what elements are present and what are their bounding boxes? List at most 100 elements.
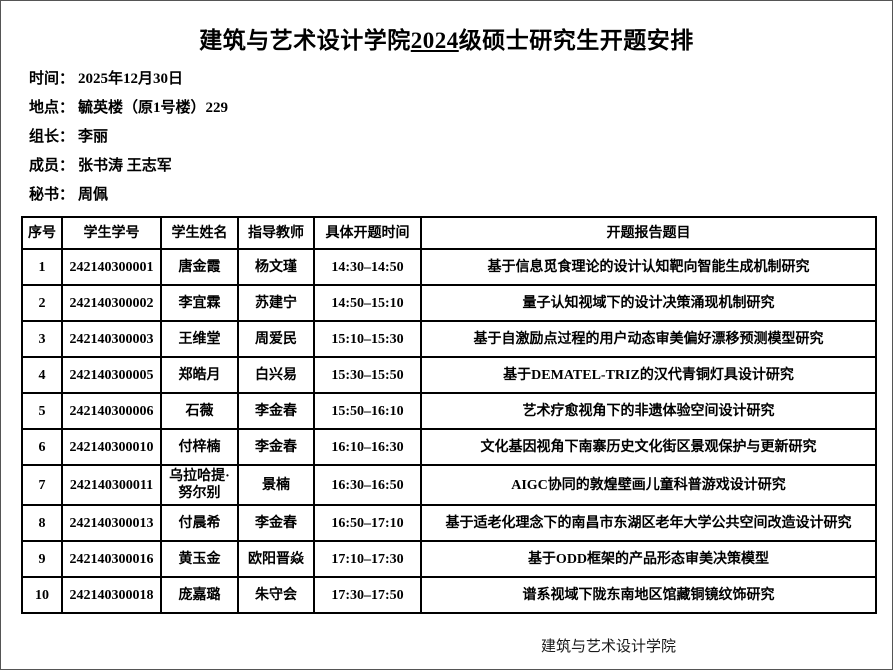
info-value-location: 毓英楼（原1号楼）229 bbox=[78, 100, 229, 116]
header-topic: 开题报告题目 bbox=[420, 216, 877, 250]
cell-time: 17:10–17:30 bbox=[313, 540, 422, 578]
table-row: 9 242140300016 黄玉金 欧阳晋焱 17:10–17:30 基于OD… bbox=[21, 540, 877, 578]
cell-student-id: 242140300002 bbox=[61, 284, 162, 322]
cell-student-id: 242140300018 bbox=[61, 576, 162, 614]
header-advisor: 指导教师 bbox=[237, 216, 315, 250]
info-label-group-leader: 组长： bbox=[29, 129, 75, 145]
page-title: 建筑与艺术设计学院2024级硕士研究生开题安排 bbox=[1, 21, 892, 55]
info-value-members: 张书涛 王志军 bbox=[78, 158, 172, 174]
cell-no: 2 bbox=[21, 284, 63, 322]
cell-student-id: 242140300016 bbox=[61, 540, 162, 578]
table-header-row: 序号 学生学号 学生姓名 指导教师 具体开题时间 开题报告题目 bbox=[21, 216, 877, 250]
cell-time: 14:30–14:50 bbox=[313, 248, 422, 286]
cell-topic: 艺术疗愈视角下的非遗体验空间设计研究 bbox=[420, 392, 877, 430]
info-line-location: 地点： 毓英楼（原1号楼）229 bbox=[29, 100, 892, 116]
cell-student-name: 付晨希 bbox=[160, 504, 239, 542]
cell-no: 8 bbox=[21, 504, 63, 542]
cell-time: 16:50–17:10 bbox=[313, 504, 422, 542]
meta-info-block: 时间： 2025年12月30日 地点： 毓英楼（原1号楼）229 组长： 李丽 成员：… bbox=[29, 71, 892, 203]
header-no: 序号 bbox=[21, 216, 63, 250]
cell-student-id: 242140300003 bbox=[61, 320, 162, 358]
cell-student-id: 242140300010 bbox=[61, 428, 162, 466]
cell-no: 4 bbox=[21, 356, 63, 394]
cell-student-id: 242140300013 bbox=[61, 504, 162, 542]
cell-student-name: 唐金霞 bbox=[160, 248, 239, 286]
cell-student-name: 石薇 bbox=[160, 392, 239, 430]
cell-student-id: 242140300001 bbox=[61, 248, 162, 286]
title-year-underlined: 2024 bbox=[410, 28, 459, 53]
cell-student-name: 李宜霖 bbox=[160, 284, 239, 322]
table-row: 3 242140300003 王维堂 周爱民 15:10–15:30 基于自激励… bbox=[21, 320, 877, 358]
cell-time: 16:30–16:50 bbox=[313, 464, 422, 506]
cell-no: 10 bbox=[21, 576, 63, 614]
cell-student-name: 付梓楠 bbox=[160, 428, 239, 466]
info-line-secretary: 秘书： 周佩 bbox=[29, 187, 892, 203]
cell-advisor: 朱守会 bbox=[237, 576, 315, 614]
info-value-secretary: 周佩 bbox=[78, 187, 109, 203]
cell-time: 14:50–15:10 bbox=[313, 284, 422, 322]
cell-student-name: 王维堂 bbox=[160, 320, 239, 358]
title-prefix: 建筑与艺术设计学院 bbox=[199, 28, 411, 53]
cell-student-name: 乌拉哈提·努尔别 bbox=[160, 464, 239, 506]
title-suffix: 级硕士研究生开题安排 bbox=[458, 28, 694, 53]
info-line-group-leader: 组长： 李丽 bbox=[29, 129, 892, 145]
footer-text: 建筑与艺术设计学院 bbox=[541, 638, 677, 655]
info-label-members: 成员： bbox=[29, 158, 75, 174]
cell-topic: AIGC协同的敦煌壁画儿童科普游戏设计研究 bbox=[420, 464, 877, 506]
table-row: 4 242140300005 郑皓月 白兴易 15:30–15:50 基于DEM… bbox=[21, 356, 877, 394]
info-label-secretary: 秘书： bbox=[29, 187, 75, 203]
cell-advisor: 李金春 bbox=[237, 504, 315, 542]
cell-no: 7 bbox=[21, 464, 63, 506]
cell-time: 15:50–16:10 bbox=[313, 392, 422, 430]
cell-advisor: 景楠 bbox=[237, 464, 315, 506]
cell-no: 6 bbox=[21, 428, 63, 466]
cell-time: 16:10–16:30 bbox=[313, 428, 422, 466]
table-row: 1 242140300001 唐金霞 杨文瑾 14:30–14:50 基于信息觅… bbox=[21, 248, 877, 286]
cell-time: 17:30–17:50 bbox=[313, 576, 422, 614]
cell-advisor: 杨文瑾 bbox=[237, 248, 315, 286]
cell-topic: 基于DEMATEL-TRIZ的汉代青铜灯具设计研究 bbox=[420, 356, 877, 394]
cell-time: 15:30–15:50 bbox=[313, 356, 422, 394]
header-student-name: 学生姓名 bbox=[160, 216, 239, 250]
cell-no: 3 bbox=[21, 320, 63, 358]
table-row: 6 242140300010 付梓楠 李金春 16:10–16:30 文化基因视… bbox=[21, 428, 877, 466]
cell-topic: 基于自激励点过程的用户动态审美偏好漂移预测模型研究 bbox=[420, 320, 877, 358]
info-line-time: 时间： 2025年12月30日 bbox=[29, 71, 892, 87]
cell-no: 1 bbox=[21, 248, 63, 286]
cell-topic: 谱系视域下陇东南地区馆藏铜镜纹饰研究 bbox=[420, 576, 877, 614]
cell-topic: 量子认知视域下的设计决策涌现机制研究 bbox=[420, 284, 877, 322]
cell-student-name: 庞嘉璐 bbox=[160, 576, 239, 614]
schedule-table: 序号 学生学号 学生姓名 指导教师 具体开题时间 开题报告题目 1 242140… bbox=[21, 216, 877, 614]
info-label-time: 时间： bbox=[29, 71, 75, 87]
table-row: 10 242140300018 庞嘉璐 朱守会 17:30–17:50 谱系视域… bbox=[21, 576, 877, 614]
cell-advisor: 李金春 bbox=[237, 392, 315, 430]
info-label-location: 地点： bbox=[29, 100, 75, 116]
table-row: 2 242140300002 李宜霖 苏建宁 14:50–15:10 量子认知视… bbox=[21, 284, 877, 322]
cell-topic: 基于ODD框架的产品形态审美决策模型 bbox=[420, 540, 877, 578]
info-line-members: 成员： 张书涛 王志军 bbox=[29, 158, 892, 174]
cell-advisor: 欧阳晋焱 bbox=[237, 540, 315, 578]
cell-topic: 基于适老化理念下的南昌市东湖区老年大学公共空间改造设计研究 bbox=[420, 504, 877, 542]
table-row: 5 242140300006 石薇 李金春 15:50–16:10 艺术疗愈视角… bbox=[21, 392, 877, 430]
cell-topic: 基于信息觅食理论的设计认知靶向智能生成机制研究 bbox=[420, 248, 877, 286]
table-row: 7 242140300011 乌拉哈提·努尔别 景楠 16:30–16:50 A… bbox=[21, 464, 877, 506]
info-value-group-leader: 李丽 bbox=[78, 129, 109, 145]
cell-no: 9 bbox=[21, 540, 63, 578]
cell-advisor: 白兴易 bbox=[237, 356, 315, 394]
table-row: 8 242140300013 付晨希 李金春 16:50–17:10 基于适老化… bbox=[21, 504, 877, 542]
cell-student-id: 242140300006 bbox=[61, 392, 162, 430]
cell-student-name: 郑皓月 bbox=[160, 356, 239, 394]
cell-topic: 文化基因视角下南寨历史文化街区景观保护与更新研究 bbox=[420, 428, 877, 466]
cell-advisor: 李金春 bbox=[237, 428, 315, 466]
header-time: 具体开题时间 bbox=[313, 216, 422, 250]
cell-student-id: 242140300005 bbox=[61, 356, 162, 394]
cell-student-name: 黄玉金 bbox=[160, 540, 239, 578]
cell-student-id: 242140300011 bbox=[61, 464, 162, 506]
cell-advisor: 苏建宁 bbox=[237, 284, 315, 322]
info-value-time: 2025年12月30日 bbox=[78, 71, 184, 87]
cell-time: 15:10–15:30 bbox=[313, 320, 422, 358]
cell-advisor: 周爱民 bbox=[237, 320, 315, 358]
header-student-id: 学生学号 bbox=[61, 216, 162, 250]
cell-no: 5 bbox=[21, 392, 63, 430]
